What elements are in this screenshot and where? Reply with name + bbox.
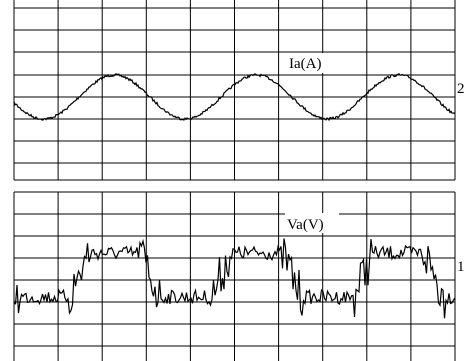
waveform-label: Va(V): [287, 217, 324, 233]
voltage-waveform: [13, 238, 456, 319]
channel-marker: 1: [457, 259, 465, 275]
current-waveform: [13, 73, 456, 122]
top-grid: [13, 0, 456, 181]
channel-marker: 2: [457, 81, 465, 97]
label-backdrop: [285, 213, 339, 233]
label-backdrop: [287, 53, 339, 73]
waveform-label: Ia(A): [289, 56, 321, 72]
